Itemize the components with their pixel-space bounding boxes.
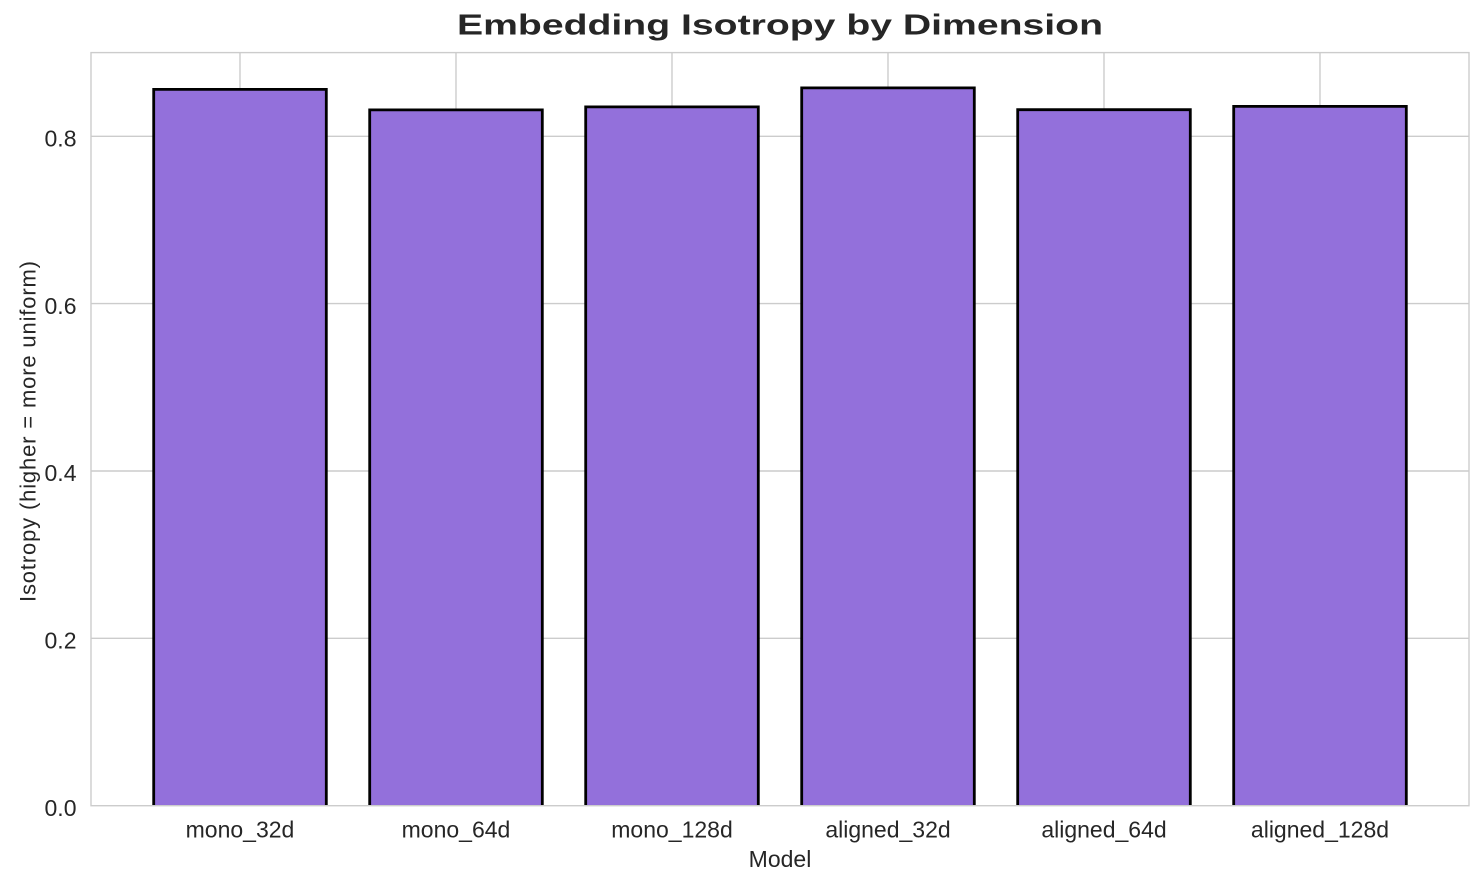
svg-text:0.6: 0.6 <box>45 293 77 319</box>
svg-text:0.2: 0.2 <box>45 628 77 654</box>
svg-text:mono_32d: mono_32d <box>186 817 295 843</box>
svg-text:Embedding Isotropy by Dimensio: Embedding Isotropy by Dimension <box>457 10 1103 42</box>
svg-text:aligned_128d: aligned_128d <box>1251 817 1389 843</box>
svg-text:Model: Model <box>749 846 812 872</box>
svg-text:aligned_32d: aligned_32d <box>825 817 950 843</box>
svg-text:0.0: 0.0 <box>45 795 77 821</box>
svg-text:0.8: 0.8 <box>45 126 77 152</box>
svg-text:0.4: 0.4 <box>45 460 77 486</box>
svg-text:aligned_64d: aligned_64d <box>1041 817 1166 843</box>
svg-text:mono_64d: mono_64d <box>402 817 511 843</box>
svg-text:mono_128d: mono_128d <box>611 817 733 843</box>
svg-text:Isotropy (higher = more unifor: Isotropy (higher = more uniform) <box>16 261 41 602</box>
